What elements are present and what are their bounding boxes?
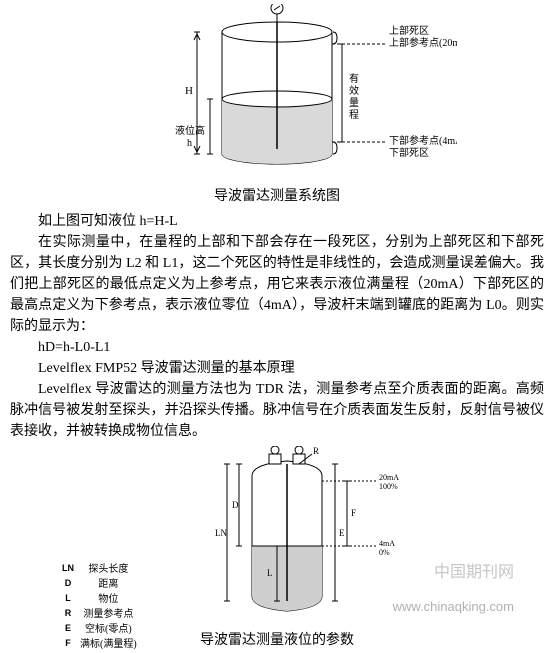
legend-key: LN <box>62 563 78 576</box>
diagram-bottom-container: LN D L R E F 20mA 100% 4mA 0% LN探头长度 D距离… <box>10 446 544 628</box>
legend-row: E空标(零点) <box>62 623 141 636</box>
label-0p: 0% <box>379 548 390 557</box>
label-H: H <box>185 85 193 97</box>
radar-system-diagram: H 液位高 h 上部死区 上部参考点(20mA) 有 效 量 程 下部参考点(4… <box>97 4 457 184</box>
label-range-2: 效 <box>349 84 359 97</box>
legend-key: L <box>62 593 78 606</box>
label-range-4: 程 <box>349 109 359 121</box>
legend-row: F满标(满量程) <box>62 638 141 651</box>
label-D: D <box>232 500 239 510</box>
label-bottom-ref: 下部参考点(4mA) <box>389 134 457 147</box>
label-range-3: 量 <box>349 97 359 109</box>
label-L: L <box>267 568 273 578</box>
diagram1-caption: 导波雷达测量系统图 <box>10 186 544 207</box>
legend-key: R <box>62 608 78 621</box>
paragraph-1: 如上图可知液位 h=H-L <box>10 211 544 232</box>
label-E: E <box>339 528 345 538</box>
legend-val: 空标(零点) <box>80 623 141 636</box>
legend-key: E <box>62 623 78 636</box>
legend-val: 距离 <box>80 578 141 591</box>
label-bottom-dead: 下部死区 <box>389 146 429 159</box>
label-top-ref: 上部参考点(20mA) <box>389 36 457 49</box>
label-range-1: 有 <box>349 72 359 85</box>
label-100p: 100% <box>379 482 398 491</box>
radar-params-diagram: LN D L R E F 20mA 100% 4mA 0% <box>157 446 477 621</box>
label-R: R <box>313 446 319 456</box>
paragraph-3: hD=h-L0-L1 <box>10 337 544 358</box>
diagram-top-container: H 液位高 h 上部死区 上部参考点(20mA) 有 效 量 程 下部参考点(4… <box>10 4 544 184</box>
label-h: 液位高 <box>175 124 205 137</box>
paragraph-4: Levelflex FMP52 导波雷达测量的基本原理 <box>10 358 544 379</box>
legend-row: LN探头长度 <box>62 563 141 576</box>
legend-table: LN探头长度 D距离 L物位 R测量参考点 E空标(零点) F满标(满量程) <box>60 561 143 653</box>
label-20ma: 20mA <box>379 473 399 482</box>
legend-row: R测量参考点 <box>62 608 141 621</box>
label-h2: h <box>187 138 192 149</box>
legend-row: D距离 <box>62 578 141 591</box>
legend-val: 满标(满量程) <box>80 638 141 651</box>
legend-key: D <box>62 578 78 591</box>
legend-val: 测量参考点 <box>80 608 141 621</box>
paragraph-2: 在实际测量中，在量程的上部和下部会存在一段死区，分别为上部死区和下部死区，其长度… <box>10 232 544 337</box>
label-4ma: 4mA <box>379 539 395 548</box>
label-LN: LN <box>215 528 227 538</box>
legend-key: F <box>62 638 78 651</box>
label-top-dead: 上部死区 <box>389 24 429 37</box>
legend-row: L物位 <box>62 593 141 606</box>
label-F: F <box>351 508 356 518</box>
legend-val: 探头长度 <box>80 563 141 576</box>
legend-val: 物位 <box>80 593 141 606</box>
paragraph-5: Levelflex 导波雷达的测量方法也为 TDR 法，测量参考点至介质表面的距… <box>10 379 544 442</box>
